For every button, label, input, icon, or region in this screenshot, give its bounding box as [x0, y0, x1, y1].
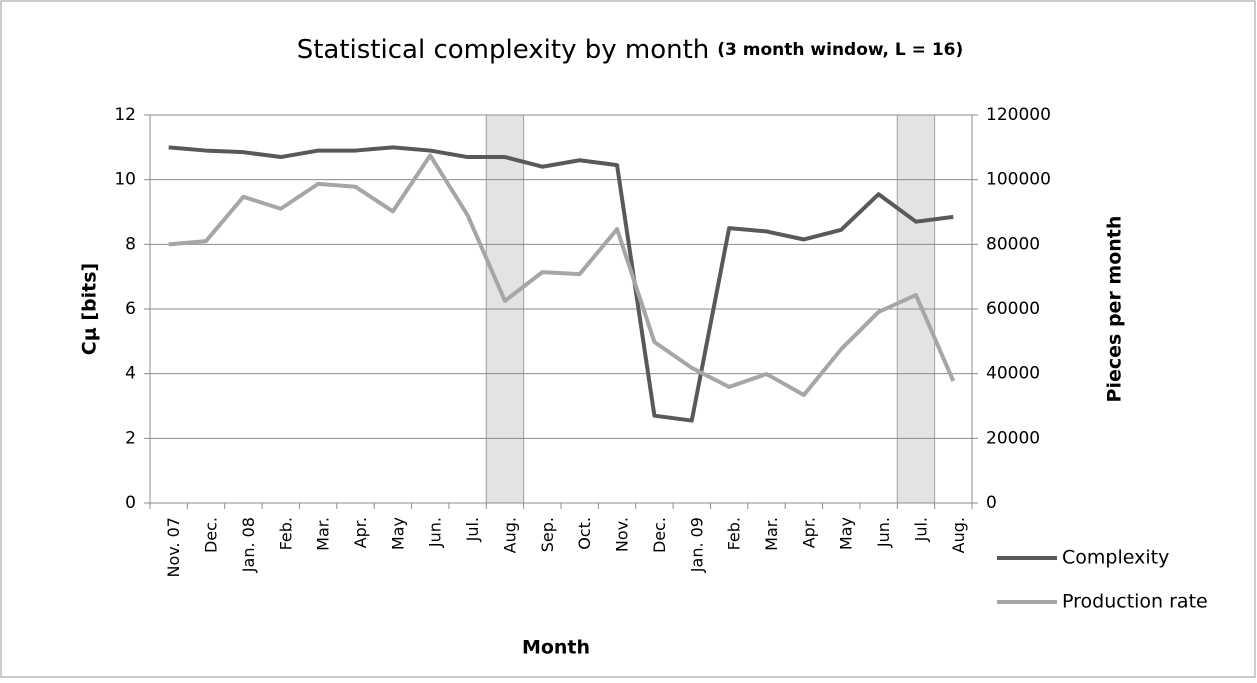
- x-tick-label: Dec.: [650, 517, 669, 553]
- x-tick-label: Mar.: [762, 517, 781, 551]
- y-tick-label: 0: [125, 493, 136, 513]
- y2-tick-label: 20000: [986, 428, 1040, 448]
- x-tick-label: Jun.: [874, 517, 893, 548]
- y-tick-label: 8: [125, 234, 136, 254]
- y-tick-label: 2: [125, 428, 136, 448]
- x-tick-label: Aug.: [949, 517, 968, 553]
- y2-tick-label: 60000: [986, 299, 1040, 319]
- x-tick-label: Jan. 08: [239, 517, 258, 573]
- series-line: [168, 145, 954, 423]
- chart-title: Statistical complexity by month (3 month …: [297, 35, 964, 65]
- y2-tick-label: 80000: [986, 234, 1040, 254]
- y2-axis-label: Pieces per month: [1104, 216, 1126, 403]
- x-tick-label: Mar.: [314, 517, 333, 551]
- x-tick-label: May: [388, 517, 407, 550]
- y-tick-label: 4: [125, 364, 136, 384]
- legend-label: Complexity: [1062, 547, 1169, 569]
- y-axis-label: Cμ [bits]: [79, 263, 101, 355]
- legend-label: Production rate: [1062, 591, 1208, 613]
- y2-tick-label: 0: [986, 493, 997, 513]
- x-tick-label: Sep.: [538, 517, 557, 552]
- x-tick-label: Aug.: [500, 517, 519, 553]
- x-axis-label: Month: [522, 637, 590, 659]
- x-tick-label: Apr.: [799, 517, 818, 548]
- title: Statistical complexity by month: [297, 35, 710, 65]
- x-tick-label: Jul.: [463, 517, 482, 542]
- x-tick-label: May: [837, 517, 856, 550]
- x-tick-label: Nov.: [613, 517, 632, 552]
- series-line: [168, 153, 956, 398]
- y2-tick-label: 120000: [986, 105, 1051, 125]
- x-tick-label: Apr.: [351, 517, 370, 548]
- x-tick-label: Oct.: [575, 517, 594, 550]
- y-tick-label: 6: [125, 299, 136, 319]
- y-tick-label: 10: [114, 170, 136, 190]
- x-tick-label: Jul.: [911, 517, 930, 542]
- y2-tick-label: 100000: [986, 170, 1051, 190]
- y-tick-label: 12: [114, 105, 136, 125]
- x-tick-label: Jun.: [426, 517, 445, 548]
- x-tick-label: Feb.: [725, 517, 744, 550]
- x-tick-label: Jan. 09: [687, 517, 706, 573]
- x-tick-label: Nov. 07: [164, 517, 183, 578]
- subtitle: (3 month window, L = 16): [717, 40, 963, 60]
- x-tick-label: Feb.: [276, 517, 295, 550]
- x-tick-label: Dec.: [202, 517, 221, 553]
- y2-tick-label: 40000: [986, 364, 1040, 384]
